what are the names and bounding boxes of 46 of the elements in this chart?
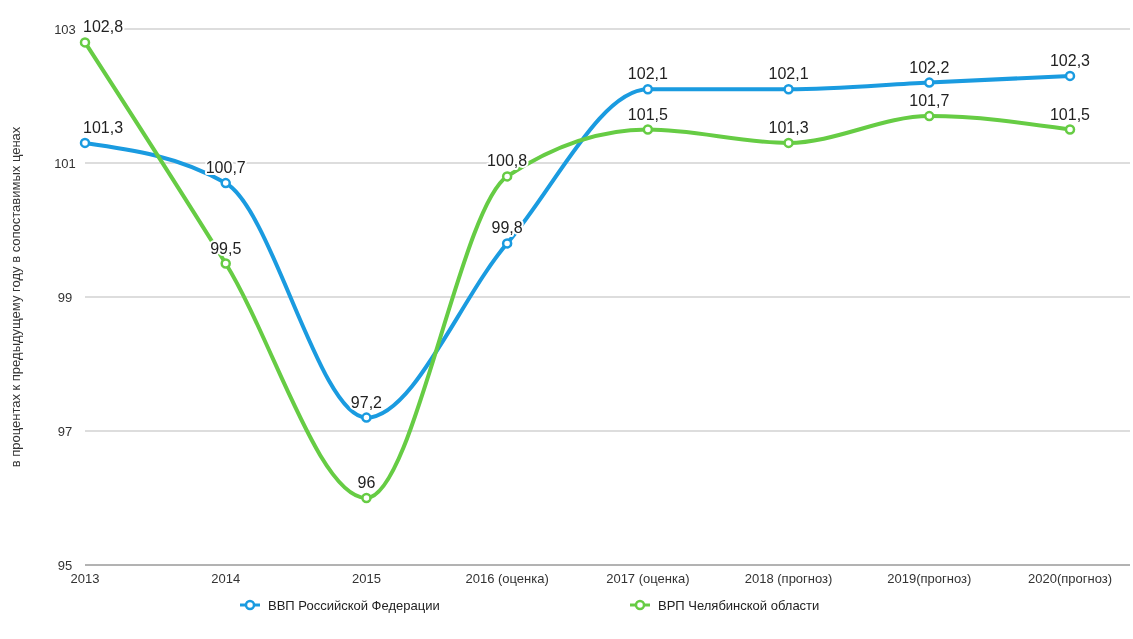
point [642, 124, 654, 135]
point [783, 84, 794, 95]
x-tick-label: 2017 (оценка) [606, 571, 690, 586]
data-label: 102,1 [627, 65, 668, 83]
x-tick-label: 2013 [70, 571, 100, 586]
point [783, 137, 794, 149]
x-tick-label: 2019(прогноз) [887, 571, 972, 586]
legend-label: ВВП Российской Федерации [268, 597, 440, 613]
data-label: 101,5 [1049, 105, 1091, 123]
data-label: 101,3 [768, 118, 809, 136]
y-tick-label: 97 [57, 423, 73, 439]
x-tick-label: 2020(прогноз) [1027, 571, 1113, 586]
point [361, 492, 372, 504]
data-label: 101,7 [909, 92, 950, 110]
data-label: 96 [357, 474, 376, 491]
point [642, 84, 654, 95]
point [79, 137, 91, 149]
y-axis-title: в процентах к предыдущему году в сопоставимых ценах [8, 126, 23, 468]
point [501, 238, 513, 249]
y-tick-label: 101 [54, 155, 76, 171]
point [220, 177, 231, 189]
y-tick-label: 99 [57, 289, 73, 305]
legend-label: ВРП Челябинской области [658, 597, 820, 613]
y-tick-label: 103 [54, 21, 76, 37]
y-tick-label: 95 [57, 557, 73, 573]
data-label: 102,1 [768, 65, 809, 83]
data-label: 100,7 [205, 159, 246, 177]
x-tick-label: 2018 (прогноз) [744, 571, 833, 586]
x-tick-label: 2015 [351, 571, 381, 586]
point [220, 258, 231, 269]
x-tick-label: 2014 [211, 571, 241, 586]
point [501, 171, 513, 182]
point [361, 412, 372, 423]
data-label: 97,2 [350, 393, 383, 411]
data-label: 100,8 [487, 152, 528, 170]
data-label: 102,2 [909, 58, 950, 76]
x-tick-label: 2016 (оценка) [465, 571, 549, 586]
data-label: 102,3 [1049, 51, 1091, 69]
point [1064, 124, 1076, 135]
point [1064, 70, 1076, 82]
point [924, 110, 935, 122]
point [79, 37, 91, 48]
point [924, 77, 935, 88]
data-label: 101,5 [627, 105, 668, 123]
data-label: 101,3 [83, 118, 124, 136]
data-label: 102,8 [83, 18, 124, 36]
